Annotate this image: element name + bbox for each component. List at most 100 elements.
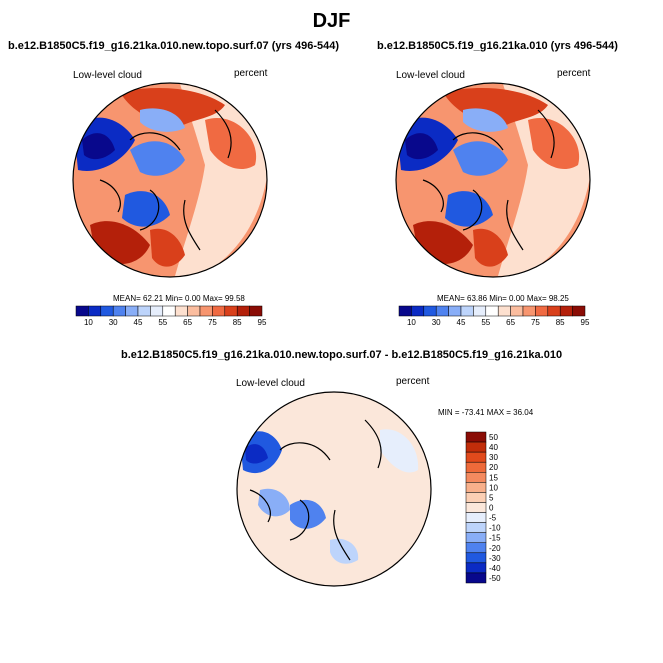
panel2-colorbar-swatch	[398, 305, 412, 317]
panel2-colorbar-swatch	[448, 305, 462, 317]
panel3-colorbar-tick-label: 50	[489, 433, 498, 442]
panel1-map	[72, 82, 268, 278]
panel1-colorbar-swatch	[150, 305, 164, 317]
panel1-colorbar-tick-label: 55	[158, 318, 167, 327]
panel3-colorbar-tick-label: -20	[489, 544, 501, 553]
panel3-title: b.e12.B1850C5.f19_g16.21ka.010.new.topo.…	[121, 349, 563, 361]
panel3-colorbar-swatch	[465, 562, 487, 574]
panel3-colorbar-swatch	[465, 532, 487, 543]
panel3-colorbar-swatch	[465, 441, 487, 453]
panel3-colorbar-swatch	[465, 482, 487, 493]
panel1-colorbar-swatch	[212, 305, 226, 317]
panel2-colorbar-tick-label: 95	[581, 318, 590, 327]
panel2-colorbar-swatch	[572, 305, 586, 317]
panel1-colorbar-swatch	[75, 305, 89, 317]
panel1-colorbar-swatch	[249, 305, 263, 317]
panel3-variable-label: Low-level cloud	[236, 378, 305, 389]
panel2-colorbar-swatch	[411, 305, 425, 317]
panel3-colorbar-swatch	[465, 431, 487, 443]
panel3-colorbar-tick-label: -15	[489, 534, 501, 543]
panel3-colorbar-swatch	[465, 492, 487, 503]
map1-field-lightblue-north	[140, 108, 185, 132]
panel1-title: b.e12.B1850C5.f19_g16.21ka.010.new.topo.…	[8, 40, 339, 52]
panel3-colorbar-tick-label: -10	[489, 524, 501, 533]
map2-field-lightblue-north	[463, 108, 508, 132]
panel1-colorbar-swatch	[199, 305, 213, 317]
map2-boundary	[395, 82, 591, 278]
panel2-colorbar-swatch	[460, 305, 474, 317]
panel2-colorbar-tick-label: 75	[531, 318, 540, 327]
panel2-colorbar-swatch	[547, 305, 561, 317]
panel1-colorbar-swatch	[174, 305, 188, 317]
panel3-colorbar-tick-label: 10	[489, 483, 498, 492]
panel2-colorbar-tick-label: 10	[407, 318, 416, 327]
panel3-colorbar-tick-label: -50	[489, 574, 501, 583]
panel3-colorbar-tick-label: -40	[489, 564, 501, 573]
panel3-colorbar-swatch	[465, 542, 487, 554]
panel3-colorbar-tick-label: -5	[489, 514, 497, 523]
panel1-units-label: percent	[234, 68, 268, 79]
panel1-colorbar-tick-label: 75	[208, 318, 217, 327]
map1-field-red-south	[150, 228, 185, 267]
map3-field-darkblue-west	[245, 444, 268, 464]
panel3-colorbar-tick-label: 30	[489, 453, 498, 462]
panel2-colorbar-swatch	[522, 305, 536, 317]
panel1-colorbar-swatch	[88, 305, 102, 317]
panel1-colorbar-tick-label: 45	[134, 318, 143, 327]
panel2-colorbar-tick-label: 85	[556, 318, 565, 327]
panel2-colorbar-tick-label: 30	[432, 318, 441, 327]
panel3-colorbar-swatch	[465, 461, 487, 473]
panel1-colorbar-tick-label: 95	[258, 318, 267, 327]
panel3-units-label: percent	[396, 376, 430, 387]
panel2-colorbar-tick-label: 55	[481, 318, 490, 327]
panel3-colorbar-swatch	[465, 512, 487, 523]
panel3-colorbar-swatch	[465, 451, 487, 463]
panel1-colorbar-tick-label: 65	[183, 318, 192, 327]
panel1-colorbar-swatch	[100, 305, 114, 317]
map2-field-red-north	[443, 88, 548, 130]
panel3-colorbar-swatch	[465, 572, 487, 584]
panel3-colorbar-tick-label: -30	[489, 554, 501, 563]
panel2-stats: MEAN= 63.86 Min= 0.00 Max= 98.25	[437, 294, 569, 303]
panel3-colorbar-tick-label: 0	[489, 504, 494, 513]
panel3-colorbar-swatch	[465, 472, 487, 483]
panel2-colorbar: 10 30 45 55 65 75 85 95	[398, 305, 590, 327]
panel1-colorbar-tick-label: 85	[233, 318, 242, 327]
panel2-colorbar-swatch	[473, 305, 487, 317]
panel2-colorbar-swatch	[510, 305, 524, 317]
panel3-colorbar-swatch	[465, 522, 487, 533]
map3-boundary	[236, 391, 432, 587]
map2-field-blue-center	[453, 141, 508, 176]
panel3-colorbar-tick-label: 20	[489, 463, 498, 472]
panel1-colorbar-tick-label: 30	[109, 318, 118, 327]
panel1-colorbar-swatch	[224, 305, 238, 317]
panel2-variable-label: Low-level cloud	[396, 70, 465, 81]
panel1-colorbar-swatch	[137, 305, 151, 317]
panel2-colorbar-swatch	[535, 305, 549, 317]
map3-field-blue-center	[290, 499, 326, 529]
map2-field-red-south	[473, 228, 508, 267]
panel1-colorbar-swatch	[112, 305, 126, 317]
panel1-colorbar: 10 30 45 55 65 75 85 95	[75, 305, 267, 327]
panel3-colorbar-swatch	[465, 552, 487, 564]
map3-field-lightblue-east	[380, 429, 419, 473]
panel1-colorbar-swatch	[187, 305, 201, 317]
panel1-colorbar-swatch	[236, 305, 250, 317]
panel3-colorbar-tick-label: 40	[489, 443, 498, 452]
panel1-variable-label: Low-level cloud	[73, 70, 142, 81]
panel1-stats: MEAN= 62.21 Min= 0.00 Max= 99.58	[113, 294, 245, 303]
map3-field-lightblue-southwest	[258, 488, 290, 517]
map1-field-darkblue-west	[82, 133, 115, 160]
panel3-colorbar-swatch	[465, 502, 487, 513]
panel2-colorbar-tick-label: 45	[457, 318, 466, 327]
panel1-colorbar-swatch	[162, 305, 176, 317]
panel3-colorbar-tick-label: 5	[489, 493, 494, 502]
map3-coastlines	[249, 419, 382, 561]
panel3-colorbar-tick-label: 15	[489, 473, 498, 482]
map1-boundary	[72, 82, 268, 278]
panel2-colorbar-tick-label: 65	[506, 318, 515, 327]
panel2-map	[395, 82, 591, 278]
map1-field-red-north	[120, 88, 225, 130]
